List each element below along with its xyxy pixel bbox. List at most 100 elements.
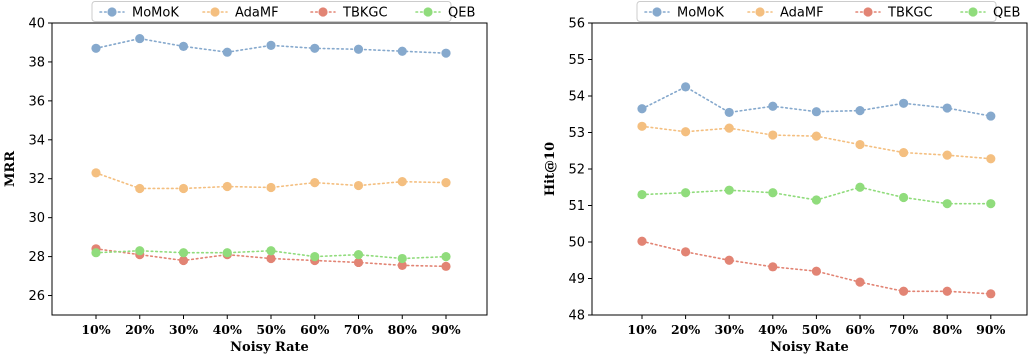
point-momok	[942, 103, 952, 113]
y-tick-label: 40	[28, 17, 45, 32]
point-qeb	[310, 252, 320, 262]
point-momok	[222, 47, 232, 57]
point-momok	[811, 107, 822, 117]
plot-frame	[51, 22, 488, 316]
point-qeb	[222, 248, 232, 258]
point-adamf	[397, 177, 407, 187]
y-tick-label: 52	[568, 163, 585, 178]
point-adamf	[310, 178, 320, 188]
x-tick-label: 30%	[169, 322, 198, 337]
legend-marker-momok	[107, 7, 117, 17]
x-tick-label: 70%	[889, 322, 918, 337]
legend-label-tbkgc: TBKGC	[342, 6, 388, 21]
legend-label-qeb: QEB	[993, 6, 1020, 21]
legend-label-adamf: AdaMF	[235, 6, 279, 21]
x-axis-title: Noisy Rate	[770, 340, 849, 354]
y-tick-label: 38	[28, 55, 45, 70]
point-qeb	[986, 199, 996, 209]
point-momok	[397, 46, 407, 56]
y-axis-title: MRR	[3, 151, 18, 187]
point-tbkgc	[724, 255, 734, 265]
point-qeb	[681, 188, 691, 198]
point-tbkgc	[942, 286, 952, 296]
point-adamf	[811, 131, 822, 141]
x-tick-label: 80%	[933, 322, 962, 337]
y-tick-label: 30	[28, 211, 45, 226]
legend-marker-tbkgc	[318, 7, 328, 17]
point-qeb	[855, 182, 865, 192]
point-momok	[724, 107, 734, 118]
point-tbkgc	[178, 255, 189, 266]
x-tick-label: 40%	[758, 322, 787, 337]
y-tick-label: 26	[28, 289, 45, 304]
x-tick-label: 80%	[388, 322, 417, 337]
point-adamf	[899, 147, 909, 158]
mrr-chart: 26 28 30 32 34 36 38 40 10% 20% 30% 40% 50% 60% 70% 80%…	[3, 1, 488, 354]
point-tbkgc	[899, 286, 909, 296]
point-momok	[441, 48, 451, 58]
x-tick-label: 10%	[627, 322, 656, 337]
point-momok	[899, 98, 909, 108]
point-momok	[135, 33, 145, 44]
point-adamf	[222, 181, 232, 192]
point-qeb	[397, 253, 407, 264]
point-momok	[637, 104, 647, 114]
point-momok	[681, 82, 691, 92]
x-tick-label: 50%	[256, 322, 285, 337]
point-tbkgc	[353, 257, 364, 268]
legend-label-qeb: QEB	[448, 6, 475, 21]
x-tick-label: 20%	[671, 322, 700, 337]
point-tbkgc	[811, 266, 822, 276]
x-tick-label: 60%	[300, 322, 329, 337]
series-line-adamf	[95, 172, 447, 190]
legend-marker-adamf	[755, 7, 765, 17]
point-momok	[986, 111, 996, 121]
series-line-momok	[95, 37, 447, 54]
point-qeb	[266, 246, 276, 256]
point-adamf	[768, 130, 778, 140]
hit-at-10-chart: 48 49 50 51 52 53 54 55 56 10% 20% 30% 40% 50% 60% 70% 8…	[543, 1, 1028, 354]
legend: MoMoK AdaMF TBKGC QEB	[91, 1, 475, 22]
point-tbkgc	[768, 262, 778, 272]
point-momok	[353, 44, 364, 54]
point-adamf	[681, 127, 691, 137]
y-tick-label: 51	[568, 199, 585, 214]
point-qeb	[353, 250, 364, 260]
point-momok	[266, 40, 276, 50]
point-adamf	[724, 123, 734, 133]
legend-box	[636, 1, 997, 22]
point-adamf	[942, 150, 952, 160]
y-tick-label: 36	[28, 94, 45, 109]
x-tick-label: 10%	[81, 322, 110, 337]
y-tick-label: 49	[568, 272, 585, 287]
point-qeb	[637, 189, 647, 200]
series-line-adamf	[641, 125, 992, 160]
y-tick-label: 54	[568, 90, 585, 105]
x-tick-label: 70%	[344, 322, 373, 337]
point-momok	[310, 43, 320, 53]
point-qeb	[91, 248, 101, 258]
point-qeb	[178, 248, 189, 258]
point-momok	[855, 106, 865, 116]
legend-marker-qeb	[968, 7, 978, 17]
legend-label-tbkgc: TBKGC	[887, 6, 933, 21]
point-qeb	[724, 185, 734, 195]
point-tbkgc	[855, 277, 865, 287]
point-qeb	[768, 188, 778, 198]
point-qeb	[899, 192, 909, 203]
legend-label-adamf: AdaMF	[780, 6, 824, 21]
point-momok	[91, 43, 101, 53]
point-tbkgc	[637, 236, 647, 246]
point-qeb	[942, 199, 952, 209]
point-adamf	[986, 154, 996, 164]
x-tick-label: 20%	[125, 322, 154, 337]
y-tick-label: 32	[28, 172, 45, 187]
x-tick-label: 90%	[431, 322, 460, 337]
x-tick-label: 60%	[845, 322, 874, 337]
legend-marker-momok	[652, 7, 662, 17]
legend-box	[91, 1, 452, 22]
point-tbkgc	[681, 247, 691, 257]
point-tbkgc	[397, 260, 407, 270]
y-tick-label: 34	[28, 133, 45, 148]
